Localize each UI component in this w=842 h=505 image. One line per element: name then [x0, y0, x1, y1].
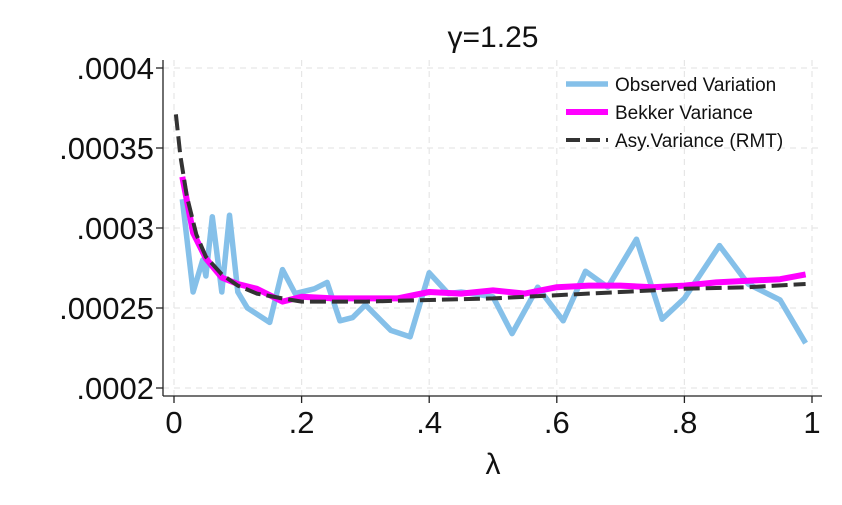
x-tick-label: .6: [544, 405, 570, 440]
series-line-observed-variation: [179, 198, 808, 345]
grid: [163, 60, 822, 396]
x-tick-label: .8: [671, 405, 697, 440]
x-tick-label: 1: [803, 405, 820, 440]
y-tick-label: .00025: [59, 291, 154, 326]
y-tick-label: .0002: [76, 371, 154, 406]
y-tick-label: .0003: [76, 211, 154, 246]
y-tick-label: .00035: [59, 131, 154, 166]
legend-label: Asy.Variance (RMT): [615, 131, 783, 152]
x-axis-title: λ: [486, 448, 501, 481]
series-line-asy-variance-rmt: [173, 114, 806, 304]
y-tick-label: .0004: [76, 51, 154, 86]
legend-label: Bekker Variance: [615, 103, 753, 124]
legend: Observed Variation Bekker Variance Asy.Var…: [566, 75, 783, 152]
x-tick-label: 0: [165, 405, 182, 440]
x-tick-label: .4: [416, 405, 442, 440]
x-tick-label: .2: [289, 405, 315, 440]
series-layer: [173, 114, 808, 345]
legend-label: Observed Variation: [615, 75, 776, 96]
chart-title: γ=1.25: [448, 21, 539, 54]
x-axis-ticks: 0 .2 .4 .6 .8 1: [165, 396, 821, 440]
y-axis-ticks: .0002 .00025 .0003 .00035 .0004: [59, 51, 163, 406]
